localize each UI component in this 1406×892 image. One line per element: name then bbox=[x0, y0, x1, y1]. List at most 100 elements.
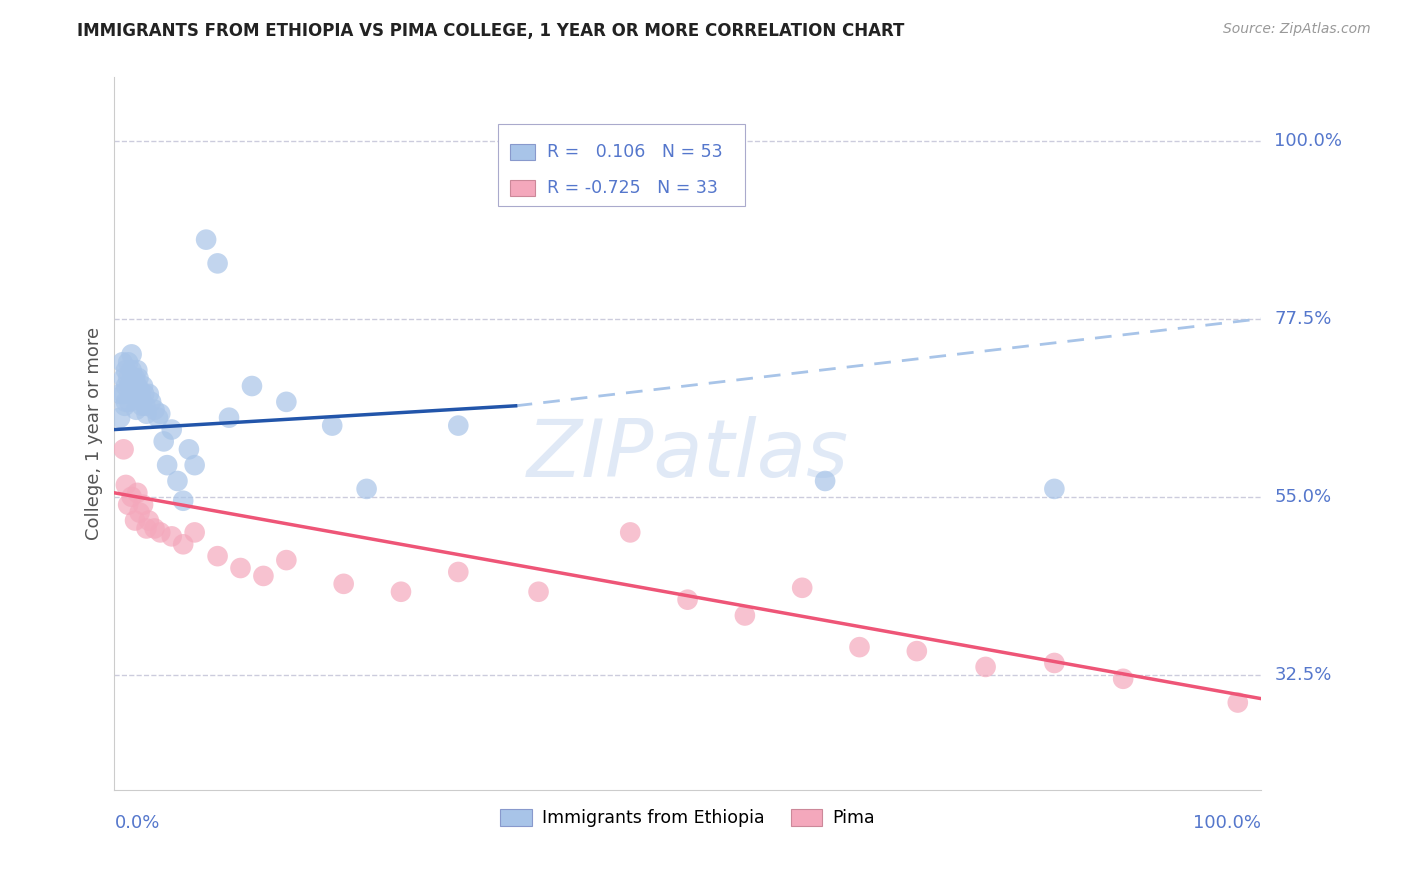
Point bbox=[183, 458, 205, 472]
Point bbox=[734, 608, 756, 623]
Point bbox=[276, 395, 298, 409]
Point bbox=[195, 233, 218, 247]
Point bbox=[117, 371, 139, 385]
Point bbox=[135, 407, 157, 421]
Point bbox=[321, 418, 343, 433]
Y-axis label: College, 1 year or more: College, 1 year or more bbox=[86, 327, 103, 540]
Point bbox=[131, 399, 153, 413]
Point bbox=[1226, 696, 1249, 710]
Point bbox=[252, 569, 274, 583]
Point bbox=[166, 474, 188, 488]
Point bbox=[108, 387, 131, 401]
Point bbox=[129, 391, 152, 405]
Point bbox=[177, 442, 200, 457]
Point bbox=[112, 371, 135, 385]
Point bbox=[134, 387, 156, 401]
Point bbox=[814, 474, 837, 488]
Point bbox=[146, 410, 169, 425]
Point bbox=[619, 525, 641, 540]
Point bbox=[124, 371, 146, 385]
Point bbox=[676, 592, 699, 607]
Point bbox=[122, 387, 145, 401]
FancyBboxPatch shape bbox=[510, 145, 536, 160]
Text: ZIPatlas: ZIPatlas bbox=[526, 416, 849, 494]
Point bbox=[447, 418, 470, 433]
Point bbox=[905, 644, 928, 658]
Point bbox=[127, 371, 149, 385]
Point bbox=[149, 407, 172, 421]
Text: R = -0.725   N = 33: R = -0.725 N = 33 bbox=[547, 178, 717, 197]
Point bbox=[974, 660, 997, 674]
Point bbox=[132, 498, 155, 512]
Point bbox=[135, 521, 157, 535]
Point bbox=[125, 402, 148, 417]
Point bbox=[139, 395, 162, 409]
Point bbox=[848, 640, 870, 654]
Point bbox=[117, 355, 139, 369]
Point bbox=[127, 379, 149, 393]
Point bbox=[276, 553, 298, 567]
FancyBboxPatch shape bbox=[498, 124, 745, 206]
Point bbox=[138, 514, 160, 528]
Text: 55.0%: 55.0% bbox=[1274, 488, 1331, 506]
Point bbox=[124, 387, 146, 401]
Point bbox=[128, 383, 150, 397]
Point bbox=[356, 482, 378, 496]
Point bbox=[121, 490, 143, 504]
Text: 77.5%: 77.5% bbox=[1274, 310, 1331, 327]
Point bbox=[160, 423, 183, 437]
Point bbox=[152, 434, 174, 449]
Point bbox=[118, 395, 141, 409]
Point bbox=[149, 525, 172, 540]
Point bbox=[115, 478, 138, 492]
Text: 100.0%: 100.0% bbox=[1192, 814, 1261, 832]
Point bbox=[1043, 656, 1066, 670]
Point bbox=[117, 498, 139, 512]
Point bbox=[389, 584, 412, 599]
Point bbox=[527, 584, 550, 599]
Point bbox=[134, 399, 156, 413]
Text: R =   0.106   N = 53: R = 0.106 N = 53 bbox=[547, 144, 723, 161]
Point bbox=[121, 363, 143, 377]
Point bbox=[118, 379, 141, 393]
Point bbox=[127, 486, 149, 500]
Point bbox=[156, 458, 179, 472]
FancyBboxPatch shape bbox=[510, 180, 536, 195]
Point bbox=[332, 577, 354, 591]
Point bbox=[128, 506, 150, 520]
Text: 0.0%: 0.0% bbox=[114, 814, 160, 832]
Point bbox=[115, 379, 138, 393]
Point bbox=[124, 514, 146, 528]
Point bbox=[114, 399, 136, 413]
Point bbox=[121, 383, 143, 397]
Point bbox=[183, 525, 205, 540]
Point bbox=[127, 363, 149, 377]
Text: Source: ZipAtlas.com: Source: ZipAtlas.com bbox=[1223, 22, 1371, 37]
Text: 100.0%: 100.0% bbox=[1274, 132, 1343, 150]
Point bbox=[132, 379, 155, 393]
Point bbox=[1043, 482, 1066, 496]
Point bbox=[218, 410, 240, 425]
Point bbox=[108, 410, 131, 425]
Point bbox=[115, 363, 138, 377]
Point bbox=[121, 347, 143, 361]
Legend: Immigrants from Ethiopia, Pima: Immigrants from Ethiopia, Pima bbox=[494, 802, 882, 834]
Text: 32.5%: 32.5% bbox=[1274, 665, 1331, 684]
Point bbox=[111, 355, 134, 369]
Point bbox=[115, 395, 138, 409]
Point bbox=[207, 256, 229, 270]
Point bbox=[160, 529, 183, 543]
Point bbox=[207, 549, 229, 563]
Point bbox=[138, 387, 160, 401]
Point bbox=[121, 371, 143, 385]
Point bbox=[172, 537, 194, 551]
Point bbox=[229, 561, 252, 575]
Point bbox=[143, 402, 166, 417]
Point bbox=[1112, 672, 1135, 686]
Point bbox=[112, 387, 135, 401]
Point bbox=[143, 521, 166, 535]
Point bbox=[172, 493, 194, 508]
Text: IMMIGRANTS FROM ETHIOPIA VS PIMA COLLEGE, 1 YEAR OR MORE CORRELATION CHART: IMMIGRANTS FROM ETHIOPIA VS PIMA COLLEGE… bbox=[77, 22, 904, 40]
Point bbox=[112, 442, 135, 457]
Point bbox=[792, 581, 814, 595]
